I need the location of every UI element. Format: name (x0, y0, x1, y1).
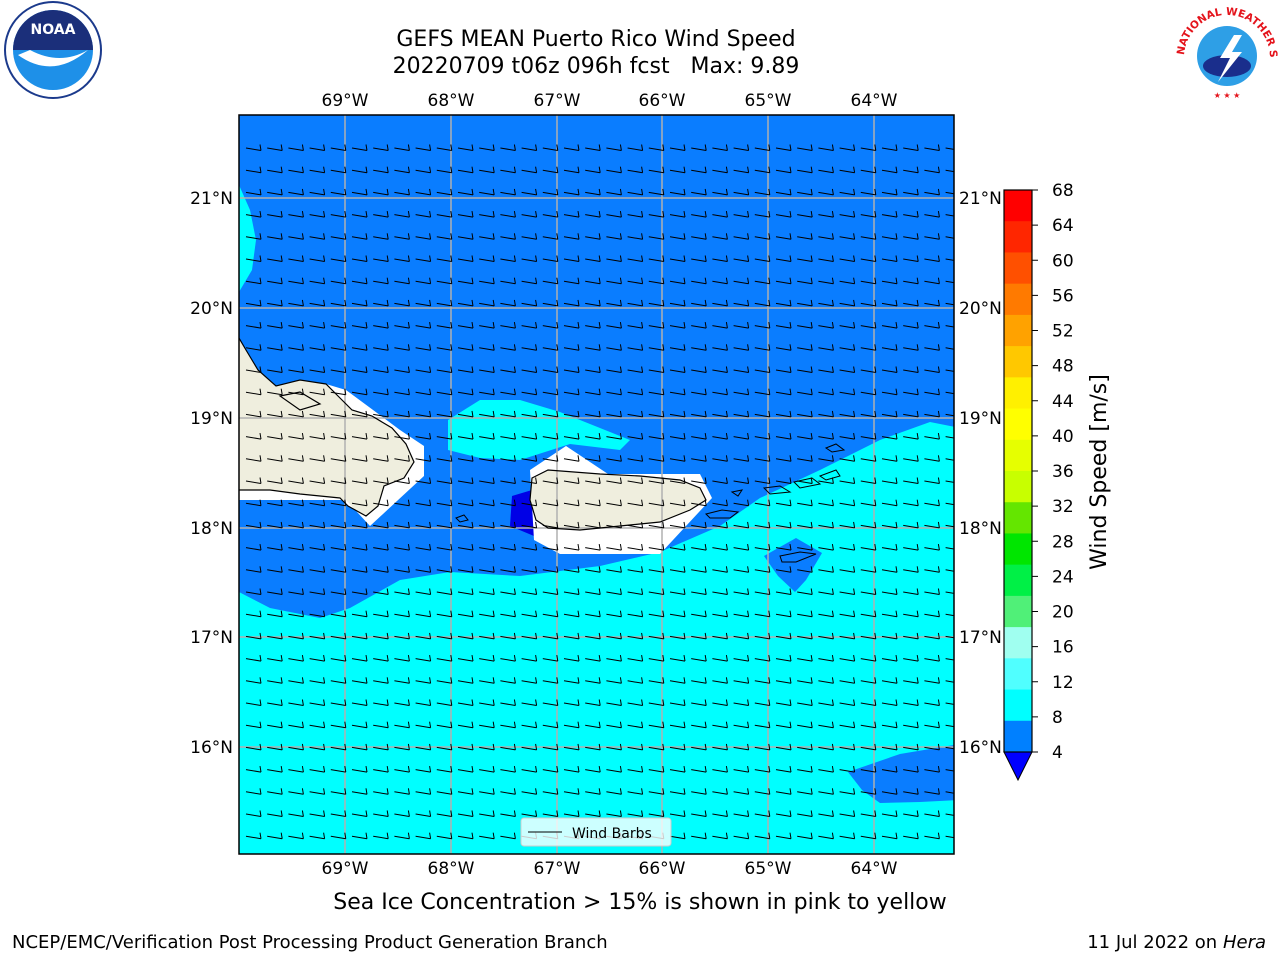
colorbar-tick-label: 64 (1052, 216, 1074, 236)
colorbar-under-arrow (1003, 751, 1033, 782)
colorbar-segment (1004, 377, 1032, 410)
colorbar-segment (1004, 439, 1032, 472)
hispaniola-land (239, 338, 414, 516)
lon-label-top: 66°W (639, 91, 686, 111)
colorbar-segment (1004, 564, 1032, 597)
lon-label-top: 67°W (534, 91, 581, 111)
lat-label-left: 18°N (190, 519, 233, 539)
chart-subtitle: 20220709 t06z 096h fcst Max: 9.89 (392, 54, 800, 79)
colorbar-segment (1004, 533, 1032, 566)
colorbar-tick-label: 68 (1052, 181, 1074, 201)
lon-label-bottom: 67°W (534, 859, 581, 879)
axis-labels: 69°W 69°W 68°W 68°W 67°W 67°W 66°W 66°W 65°W 65°W… (190, 91, 1002, 879)
lat-label-left: 20°N (190, 299, 233, 319)
map-frame (238, 114, 955, 855)
colorbar-segment (1004, 689, 1032, 722)
colorbar-tick-label: 52 (1052, 322, 1074, 342)
colorbar-segment (1004, 627, 1032, 659)
legend-box: Wind Barbs (520, 817, 672, 847)
legend-label: Wind Barbs (572, 826, 652, 842)
colorbar: 68 64 60 56 52 48 44 40 36 32 28 24 20 16 12 8 4 (1003, 181, 1074, 782)
wind-barbs (245, 144, 954, 840)
colorbar-segment (1004, 190, 1032, 222)
vieques-island (705, 509, 740, 519)
colorbar-tick-label: 28 (1052, 532, 1074, 552)
colorbar-segment (1004, 314, 1032, 347)
wind-4-8-patch-stcroix (764, 538, 822, 592)
credit-date: 11 Jul 2022 on (1087, 932, 1223, 953)
colorbar-segment (1004, 283, 1032, 316)
st-croix-island (779, 551, 817, 563)
lat-label-right: 19°N (959, 409, 1002, 429)
lon-label-top: 65°W (745, 91, 792, 111)
lat-label-left: 21°N (190, 189, 233, 209)
lat-label-right: 20°N (959, 299, 1002, 319)
lat-label-left: 19°N (190, 409, 233, 429)
culebra-island (730, 489, 744, 497)
credit-left: NCEP/EMC/Verification Post Processing Pr… (12, 932, 608, 953)
lon-label-top: 68°W (428, 91, 475, 111)
colorbar-tick-label: 16 (1052, 638, 1074, 658)
colorbar-segment (1004, 252, 1032, 285)
colorbar-segment (1004, 658, 1032, 691)
colorbar-tick-label: 48 (1052, 357, 1074, 377)
colorbar-label: Wind Speed [m/s] (1087, 374, 1112, 570)
colorbar-segment (1004, 471, 1032, 503)
lat-label-right: 17°N (959, 628, 1002, 648)
noaa-logo: NOAA (4, 1, 102, 99)
chart-title: GEFS MEAN Puerto Rico Wind Speed (396, 27, 796, 52)
lon-label-bottom: 66°W (639, 859, 686, 879)
svg-text:★ ★ ★: ★ ★ ★ (1214, 91, 1241, 100)
mona-island (455, 514, 469, 523)
lat-label-left: 16°N (190, 738, 233, 758)
lat-label-right: 21°N (959, 189, 1002, 209)
credit-host: Hera (1222, 932, 1266, 953)
colorbar-segment (1004, 595, 1032, 628)
colorbar-tick-label: 4 (1052, 743, 1063, 763)
colorbar-tick-label: 32 (1052, 497, 1074, 517)
lon-label-bottom: 64°W (851, 859, 898, 879)
virgin-islands (762, 443, 846, 495)
lat-label-right: 18°N (959, 519, 1002, 539)
colorbar-segment (1004, 408, 1032, 441)
wind-lt-4-patch (510, 490, 534, 536)
lon-label-top: 69°W (322, 91, 369, 111)
colorbar-tick-label: 20 (1052, 603, 1074, 623)
colorbar-tick-label: 60 (1052, 251, 1074, 271)
nws-logo: NATIONAL WEATHER SERVICE ★ ★ ★ (1172, 0, 1279, 105)
lon-label-bottom: 69°W (322, 859, 369, 879)
colorbar-tick-label: 36 (1052, 462, 1074, 482)
lon-label-bottom: 65°W (745, 859, 792, 879)
caption: Sea Ice Concentration > 15% is shown in … (333, 890, 947, 915)
colorbar-tick-label: 56 (1052, 286, 1074, 306)
lat-label-left: 17°N (190, 628, 233, 648)
wind-8-12-region-west (239, 185, 256, 292)
credit-right: 11 Jul 2022 on Hera (1087, 932, 1266, 953)
colorbar-segment (1004, 346, 1032, 378)
colorbar-tick-label: 12 (1052, 673, 1074, 693)
grid-lines (239, 115, 954, 854)
lon-label-top: 64°W (851, 91, 898, 111)
colorbar-tick-label: 40 (1052, 427, 1074, 447)
colorbar-segment (1004, 221, 1032, 253)
colorbar-tick-label: 8 (1052, 708, 1063, 728)
lon-label-bottom: 68°W (428, 859, 475, 879)
colorbar-tick-label: 24 (1052, 567, 1074, 587)
coastline (239, 337, 707, 531)
colorbar-segment (1004, 720, 1032, 753)
colorbar-segment (1004, 502, 1032, 534)
colorbar-tick-label: 44 (1052, 392, 1074, 412)
svg-text:NOAA: NOAA (31, 22, 76, 38)
lat-label-right: 16°N (959, 738, 1002, 758)
